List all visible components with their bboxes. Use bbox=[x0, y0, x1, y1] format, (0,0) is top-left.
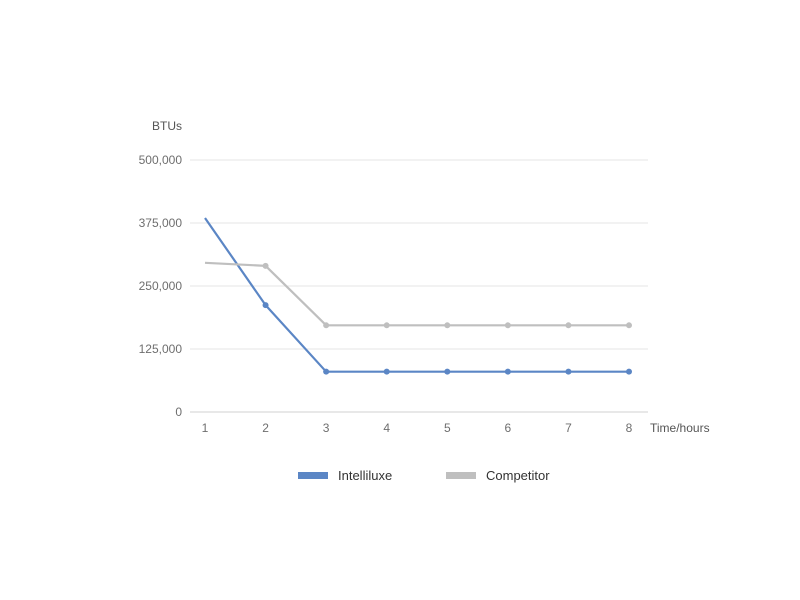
legend-label: Intelliluxe bbox=[338, 468, 393, 483]
data-point-intelliluxe bbox=[504, 368, 511, 375]
data-point-competitor bbox=[444, 322, 451, 329]
series-competitor bbox=[204, 261, 632, 329]
y-tick-label: 500,000 bbox=[139, 153, 183, 167]
series-intelliluxe bbox=[204, 217, 632, 375]
legend-label: Competitor bbox=[486, 468, 550, 483]
series-lines bbox=[204, 217, 632, 375]
data-point-competitor bbox=[383, 322, 390, 329]
x-axis-title: Time/hours bbox=[650, 421, 710, 435]
data-point-intelliluxe bbox=[626, 368, 632, 375]
legend-item-intelliluxe: Intelliluxe bbox=[298, 468, 392, 483]
data-point-intelliluxe bbox=[383, 368, 390, 375]
y-tick-label: 375,000 bbox=[139, 216, 183, 230]
series-line-competitor bbox=[204, 261, 629, 327]
data-point-competitor bbox=[565, 322, 572, 329]
x-tick-label: 7 bbox=[565, 421, 572, 435]
x-tick-label: 5 bbox=[444, 421, 451, 435]
legend-swatch-intelliluxe bbox=[298, 472, 328, 479]
x-tick-label: 2 bbox=[262, 421, 269, 435]
x-tick-label: 3 bbox=[323, 421, 330, 435]
data-point-intelliluxe bbox=[565, 368, 572, 375]
data-point-intelliluxe bbox=[262, 302, 269, 309]
gridlines bbox=[190, 159, 648, 350]
x-tick-label: 1 bbox=[202, 421, 209, 435]
data-point-competitor bbox=[262, 262, 269, 269]
legend-swatch-competitor bbox=[446, 472, 476, 479]
series-line-intelliluxe bbox=[204, 217, 629, 373]
x-tick-label: 8 bbox=[626, 421, 633, 435]
data-point-intelliluxe bbox=[444, 368, 451, 375]
y-tick-labels: 0 125,000 250,000 375,000 500,000 bbox=[139, 153, 183, 419]
y-tick-label: 125,000 bbox=[139, 342, 183, 356]
data-point-competitor bbox=[504, 322, 511, 329]
legend-item-competitor: Competitor bbox=[446, 468, 550, 483]
y-tick-label: 250,000 bbox=[139, 279, 183, 293]
data-point-competitor bbox=[323, 322, 330, 329]
data-point-competitor bbox=[626, 322, 632, 329]
x-tick-label: 6 bbox=[505, 421, 512, 435]
x-tick-label: 4 bbox=[383, 421, 390, 435]
x-tick-labels: 1 2 3 4 5 6 7 8 bbox=[202, 421, 633, 435]
y-tick-label: 0 bbox=[175, 405, 182, 419]
y-axis-title: BTUs bbox=[152, 119, 182, 133]
data-point-intelliluxe bbox=[323, 368, 330, 375]
legend: Intelliluxe Competitor bbox=[0, 468, 800, 492]
